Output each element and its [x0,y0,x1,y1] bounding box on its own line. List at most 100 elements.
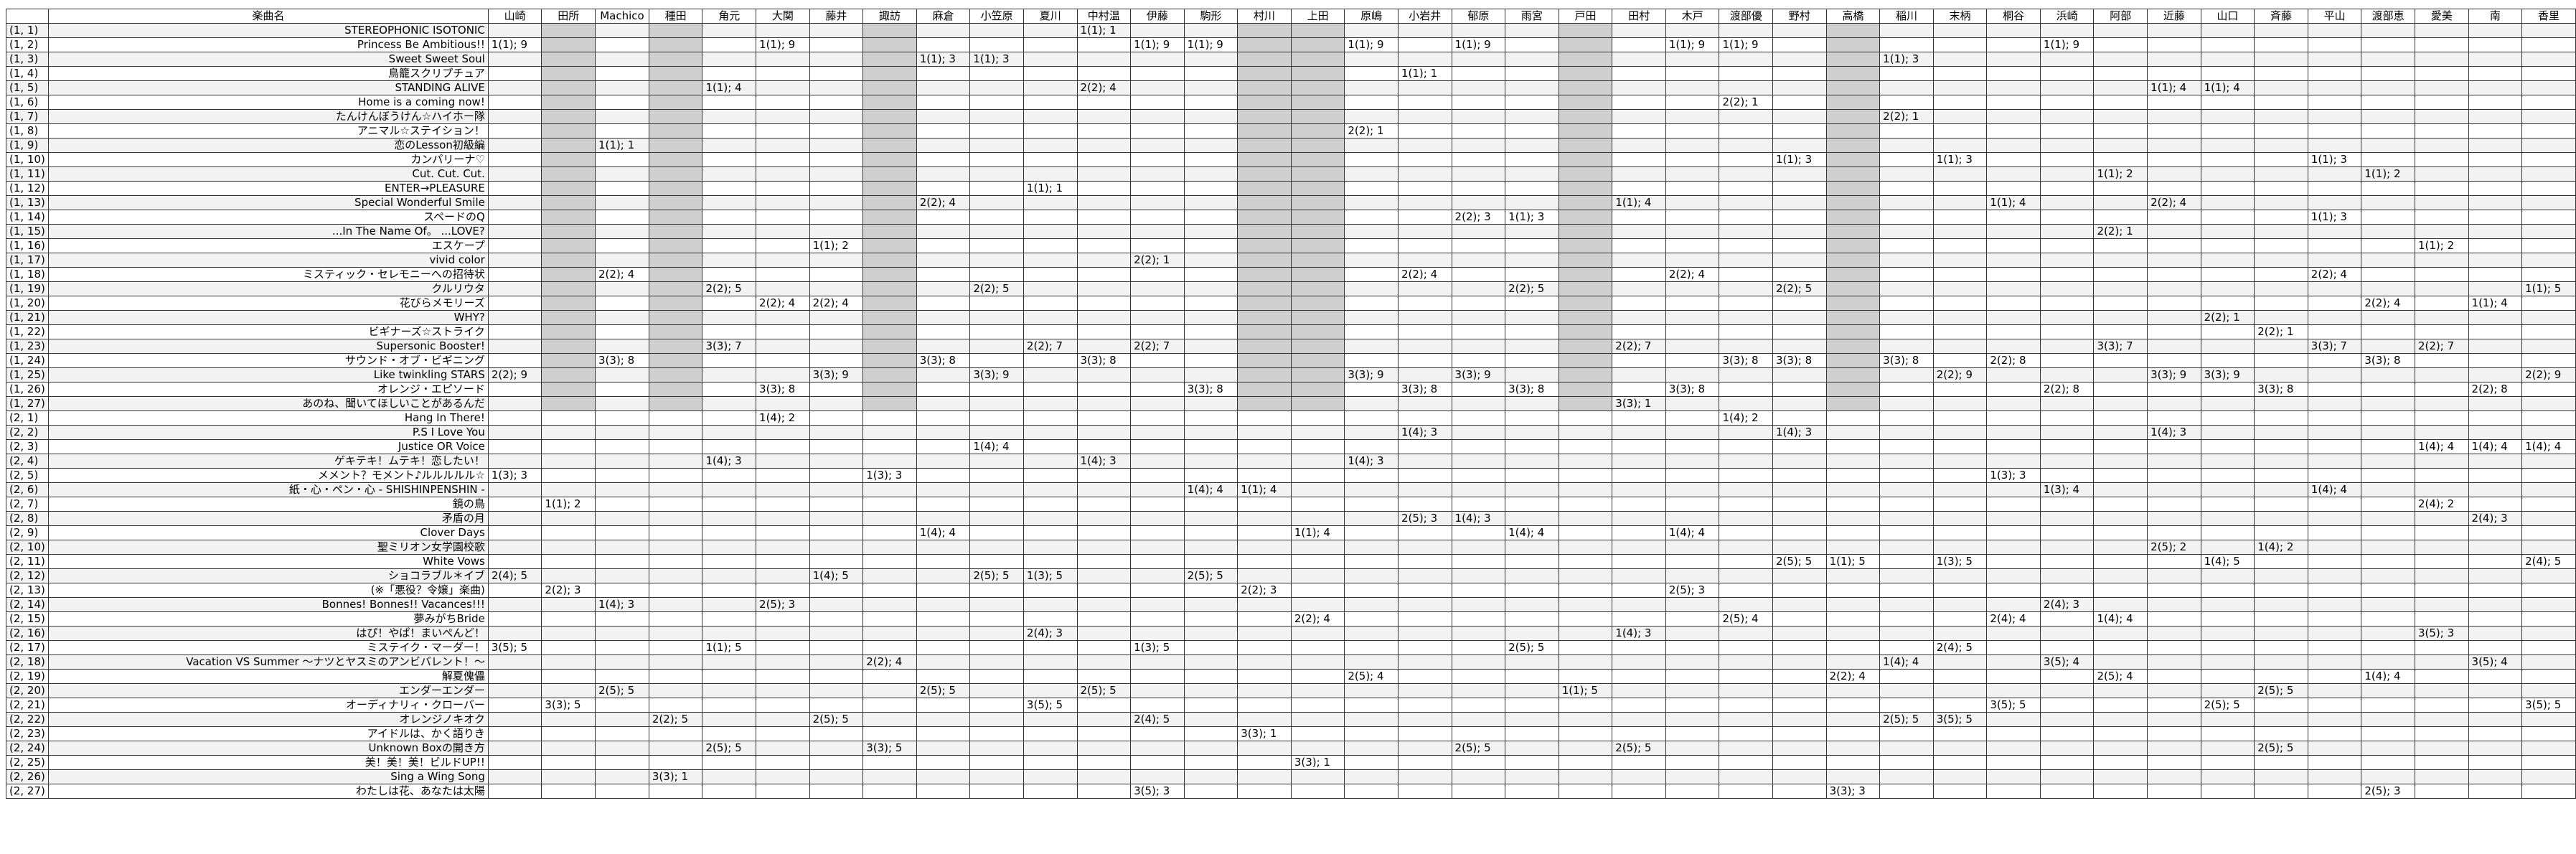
assignment-cell [862,712,917,727]
assignment-cell [595,468,649,483]
assignment-cell: 2(2); 5 [702,281,757,296]
assignment-cell [1451,166,1506,182]
assignment-cell [2414,324,2469,339]
assignment-cell [862,324,917,339]
assignment-cell [2468,396,2523,411]
song-title-cell: STEREOPHONIC ISOTONIC [47,23,489,38]
assignment-cell [2039,468,2095,483]
assignment-cell [1183,253,1238,268]
assignment-cell [1665,52,1720,67]
assignment-cell [1879,339,1934,354]
assignment-cell [1290,224,1345,239]
assignment-cell [1772,468,1827,483]
assignment-cell: 3(5); 4 [2468,654,2523,670]
assignment-cell [2039,310,2095,325]
assignment-cell [1505,626,1559,641]
assignment-cell [2468,152,2523,167]
assignment-cell [1505,123,1559,139]
assignment-cell [541,123,596,139]
assignment-cell [1825,597,1881,612]
member-header: 戸田 [1558,9,1613,24]
assignment-cell [809,66,864,81]
table-row: (1, 16) エスケープ 1(1); 2 1(1); 2 [6,238,2576,253]
assignment-cell [809,640,864,655]
assignment-cell [1023,80,1078,95]
row-index: (2, 24) [6,741,49,756]
assignment-cell: 1(1); 1 [1076,23,1132,38]
assignment-cell [487,353,542,368]
assignment-cell [595,497,649,512]
assignment-cell [1237,37,1292,52]
assignment-cell [1719,367,1774,383]
assignment-cell [1290,468,1345,483]
row-index: (1, 5) [6,80,49,95]
assignment-cell [2039,181,2095,196]
assignment-cell [862,410,917,426]
assignment-cell [916,626,971,641]
assignment-cell [2254,95,2308,110]
assignment-cell [1719,784,1774,799]
assignment-cell [862,568,917,583]
assignment-cell [2147,253,2201,268]
assignment-cell [1719,454,1774,469]
assignment-cell [1237,712,1292,727]
assignment-cell [1023,382,1078,397]
table-row: (2, 11) White Vows 2(5); 5 1(1); 5 1(3); 5 1(… [6,554,2576,569]
assignment-cell [702,597,757,612]
assignment-cell [1344,626,1399,641]
assignment-cell [1719,23,1774,38]
assignment-cell: 1(4); 5 [809,568,864,583]
assignment-cell [1183,296,1238,311]
assignment-cell [1825,210,1881,225]
assignment-cell [1558,210,1613,225]
assignment-cell [2254,640,2308,655]
assignment-cell [862,726,917,741]
assignment-cell [2468,468,2523,483]
assignment-cell [1397,95,1452,110]
assignment-cell [1932,353,1988,368]
assignment-cell [487,281,542,296]
assignment-cell [916,396,971,411]
assignment-cell: 2(2); 9 [1932,367,1988,383]
assignment-cell [1505,353,1559,368]
assignment-cell [1023,425,1078,440]
assignment-cell [756,181,810,196]
assignment-cell [1558,195,1613,210]
assignment-cell [702,425,757,440]
assignment-cell [1932,410,1988,426]
assignment-cell [2093,310,2148,325]
assignment-cell [862,210,917,225]
assignment-cell [1130,123,1185,139]
assignment-cell [1665,497,1720,512]
assignment-cell [2361,482,2415,497]
assignment-cell: 1(1); 4 [2200,80,2255,95]
assignment-cell [1076,224,1132,239]
assignment-cell [595,339,649,354]
table-row: (2, 27) わたしは花、あなたは太陽 3(5); 3 3(3); 3 2(5); 3 [6,784,2576,799]
assignment-cell [2307,37,2362,52]
assignment-cell [1451,698,1506,713]
assignment-cell [1558,23,1613,38]
assignment-cell [2521,654,2576,670]
song-title-cell: スペードのQ [47,210,489,225]
assignment-cell [1290,439,1345,454]
assignment-cell [862,769,917,784]
assignment-cell [1825,755,1881,770]
row-index: (1, 1) [6,23,49,38]
assignment-cell [2521,95,2576,110]
assignment-cell [916,410,971,426]
assignment-cell: 1(1); 9 [1719,37,1774,52]
assignment-cell [2039,267,2095,282]
table-row: (1, 25) Like twinkling STARS 2(2); 9 3(3); … [6,367,2576,383]
assignment-cell [1344,166,1399,182]
assignment-cell: 1(1); 3 [1932,152,1988,167]
assignment-cell [1076,210,1132,225]
assignment-cell [756,367,810,383]
assignment-cell [1719,281,1774,296]
table-row: (2, 23) アイドルは、かく語りき 3(3); 1 [6,726,2576,741]
assignment-cell [1825,181,1881,196]
assignment-cell [1558,769,1613,784]
assignment-cell [541,253,596,268]
assignment-cell [1023,367,1078,383]
assignment-cell [2521,640,2576,655]
